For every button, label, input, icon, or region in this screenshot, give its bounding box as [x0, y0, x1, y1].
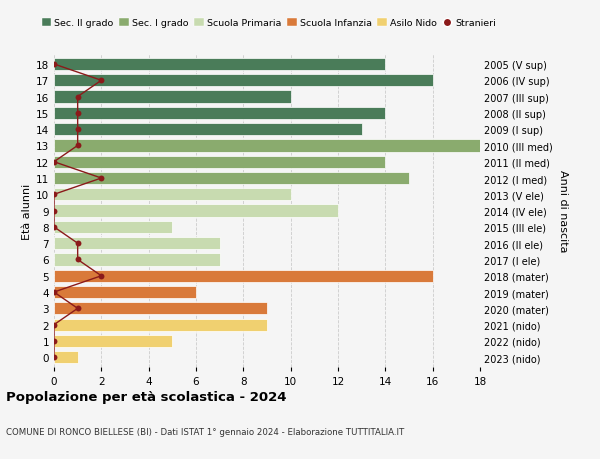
Bar	[54, 140, 480, 152]
Point	[97, 78, 106, 85]
Point	[49, 207, 59, 215]
Bar	[54, 238, 220, 250]
Bar	[54, 124, 362, 136]
Bar	[54, 335, 172, 347]
Legend: Sec. II grado, Sec. I grado, Scuola Primaria, Scuola Infanzia, Asilo Nido, Stran: Sec. II grado, Sec. I grado, Scuola Prim…	[41, 19, 496, 28]
Bar	[54, 319, 267, 331]
Point	[49, 289, 59, 296]
Bar	[54, 270, 433, 282]
Bar	[54, 302, 267, 315]
Point	[49, 159, 59, 166]
Bar	[54, 221, 172, 234]
Point	[73, 240, 82, 247]
Point	[73, 142, 82, 150]
Point	[73, 256, 82, 263]
Bar	[54, 286, 196, 298]
Text: COMUNE DI RONCO BIELLESE (BI) - Dati ISTAT 1° gennaio 2024 - Elaborazione TUTTIT: COMUNE DI RONCO BIELLESE (BI) - Dati IST…	[6, 427, 404, 436]
Point	[73, 126, 82, 134]
Bar	[54, 189, 290, 201]
Bar	[54, 254, 220, 266]
Point	[49, 224, 59, 231]
Point	[73, 94, 82, 101]
Bar	[54, 351, 77, 364]
Point	[49, 321, 59, 329]
Text: Popolazione per età scolastica - 2024: Popolazione per età scolastica - 2024	[6, 390, 287, 403]
Point	[97, 273, 106, 280]
Point	[49, 61, 59, 68]
Point	[49, 191, 59, 199]
Y-axis label: Età alunni: Età alunni	[22, 183, 32, 239]
Bar	[54, 107, 385, 120]
Point	[49, 337, 59, 345]
Point	[73, 305, 82, 312]
Bar	[54, 173, 409, 185]
Y-axis label: Anni di nascita: Anni di nascita	[559, 170, 568, 252]
Point	[73, 110, 82, 117]
Point	[49, 354, 59, 361]
Bar	[54, 75, 433, 87]
Bar	[54, 91, 290, 103]
Point	[97, 175, 106, 182]
Bar	[54, 156, 385, 168]
Bar	[54, 59, 385, 71]
Bar	[54, 205, 338, 217]
